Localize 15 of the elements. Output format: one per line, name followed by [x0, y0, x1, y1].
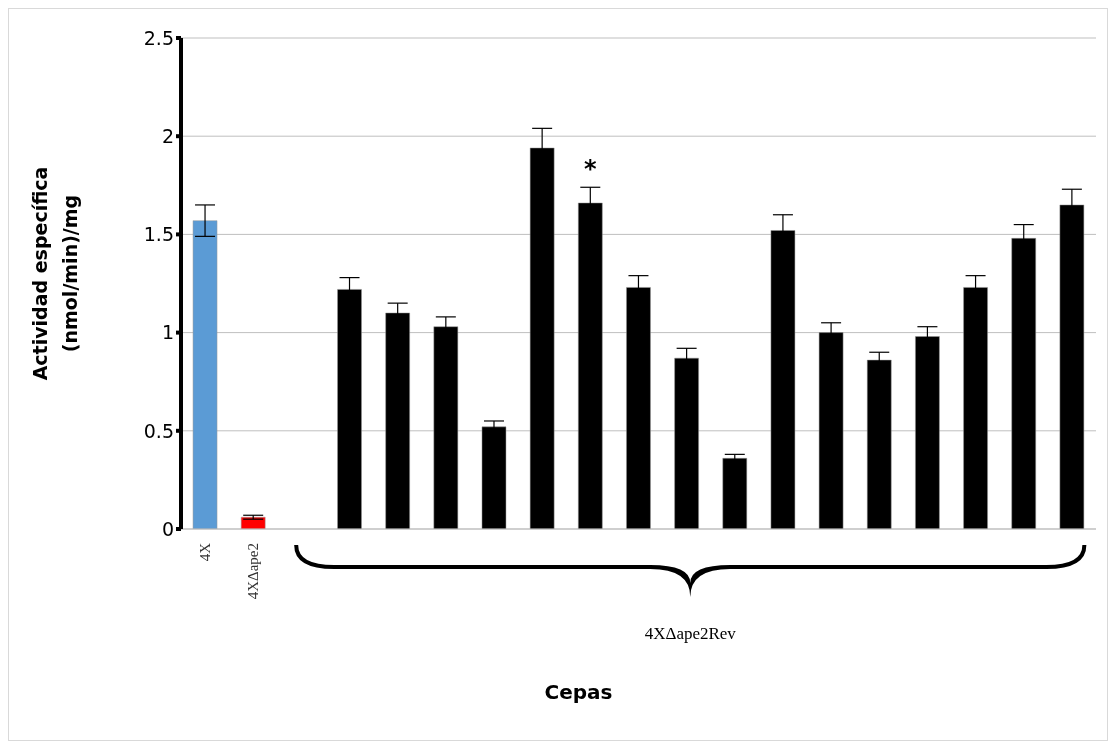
y-tick-label: 1.5: [143, 223, 174, 246]
y-tick-label: 2: [161, 124, 174, 147]
y-tick-label: 2.5: [143, 26, 174, 49]
bar: [722, 458, 748, 529]
text: 4XΔape2Rev: [644, 624, 737, 643]
x-tick-label: 4XΔape2: [245, 543, 262, 600]
y-axis-title: Actividad específica (nmol/min)/mg: [29, 166, 81, 381]
y-tick-label: 0.5: [143, 419, 174, 442]
bar: [192, 220, 218, 529]
data-label: *: [584, 155, 598, 184]
y-tick-label: 1: [161, 321, 174, 344]
x-axis-title: Cepas: [544, 680, 613, 704]
x-tick-label: 4X: [197, 542, 214, 562]
bar: [240, 516, 266, 529]
y-tick-label: 0: [161, 517, 174, 540]
